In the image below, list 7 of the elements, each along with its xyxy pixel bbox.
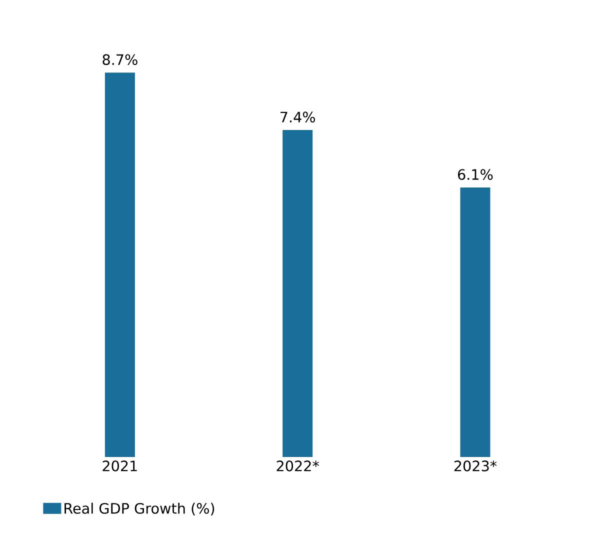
data-label: 6.1% xyxy=(458,169,493,180)
data-label: 7.4% xyxy=(280,112,316,122)
x-tick-label: 2022* xyxy=(276,460,319,472)
x-tick-label: 2023* xyxy=(454,460,497,472)
x-tick-label: 2021 xyxy=(102,460,137,472)
legend-label: Real GDP Growth (%) xyxy=(64,502,214,516)
data-label: 8.7% xyxy=(102,54,138,66)
